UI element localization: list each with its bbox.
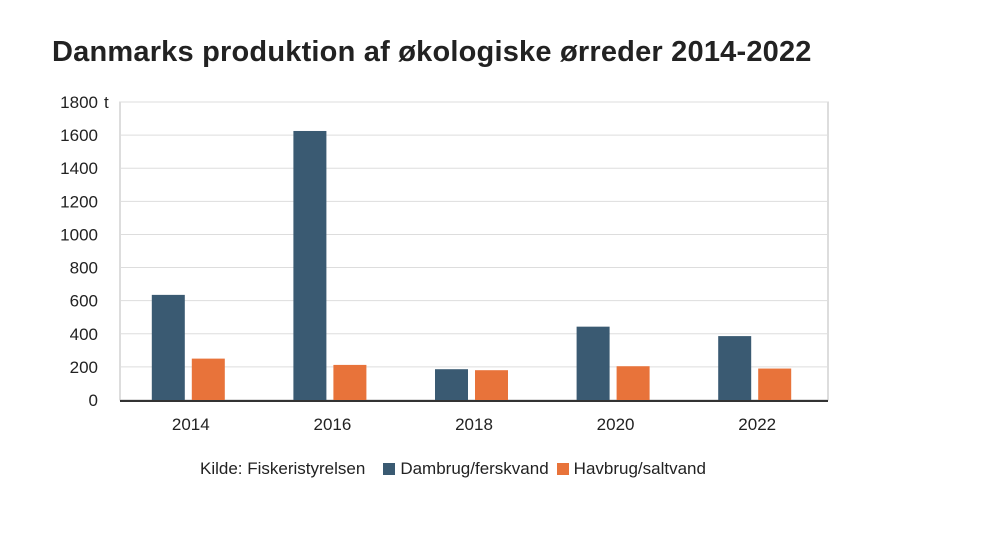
bar-havbrug-2016 xyxy=(333,364,367,400)
x-tick-label: 2022 xyxy=(738,415,776,434)
y-tick-label: 1000 xyxy=(60,225,98,244)
bar-dambrug-2022 xyxy=(718,336,752,400)
y-tick-label: 200 xyxy=(70,358,98,377)
bar-dambrug-2018 xyxy=(435,369,468,400)
y-tick-label: 1800 xyxy=(60,93,98,112)
legend: Kilde: Fiskeristyrelsen Dambrug/ferskvan… xyxy=(200,459,706,479)
y-tick-label: 1600 xyxy=(60,126,98,145)
bar-havbrug-2020 xyxy=(616,366,650,400)
y-tick-label: 1400 xyxy=(60,159,98,178)
y-unit-label: t xyxy=(104,93,109,112)
legend-swatch-dambrug xyxy=(383,463,396,475)
y-tick-label: 400 xyxy=(70,325,98,344)
legend-label-havbrug: Havbrug/saltvand xyxy=(573,459,706,478)
y-tick-label: 800 xyxy=(70,259,98,278)
chart-title: Danmarks produktion af økologiske ørrede… xyxy=(52,36,812,68)
x-tick-label: 2020 xyxy=(597,415,635,434)
x-tick-label: 2014 xyxy=(172,415,210,434)
y-tick-label: 0 xyxy=(89,391,98,410)
legend-swatch-havbrug xyxy=(556,463,569,475)
y-tick-label: 1200 xyxy=(60,192,98,211)
source-label: Kilde: Fiskeristyrelsen xyxy=(200,459,366,478)
bar-havbrug-2018 xyxy=(475,370,508,400)
bar-havbrug-2014 xyxy=(191,358,225,400)
bar-dambrug-2014 xyxy=(151,294,185,400)
x-tick-label: 2018 xyxy=(455,415,493,434)
x-tick-label: 2016 xyxy=(313,415,351,434)
y-tick-label: 600 xyxy=(70,292,98,311)
legend-label-dambrug: Dambrug/ferskvand xyxy=(400,459,549,478)
bar-dambrug-2016 xyxy=(293,130,327,400)
bar-dambrug-2020 xyxy=(576,326,610,400)
bar-havbrug-2022 xyxy=(758,368,792,400)
